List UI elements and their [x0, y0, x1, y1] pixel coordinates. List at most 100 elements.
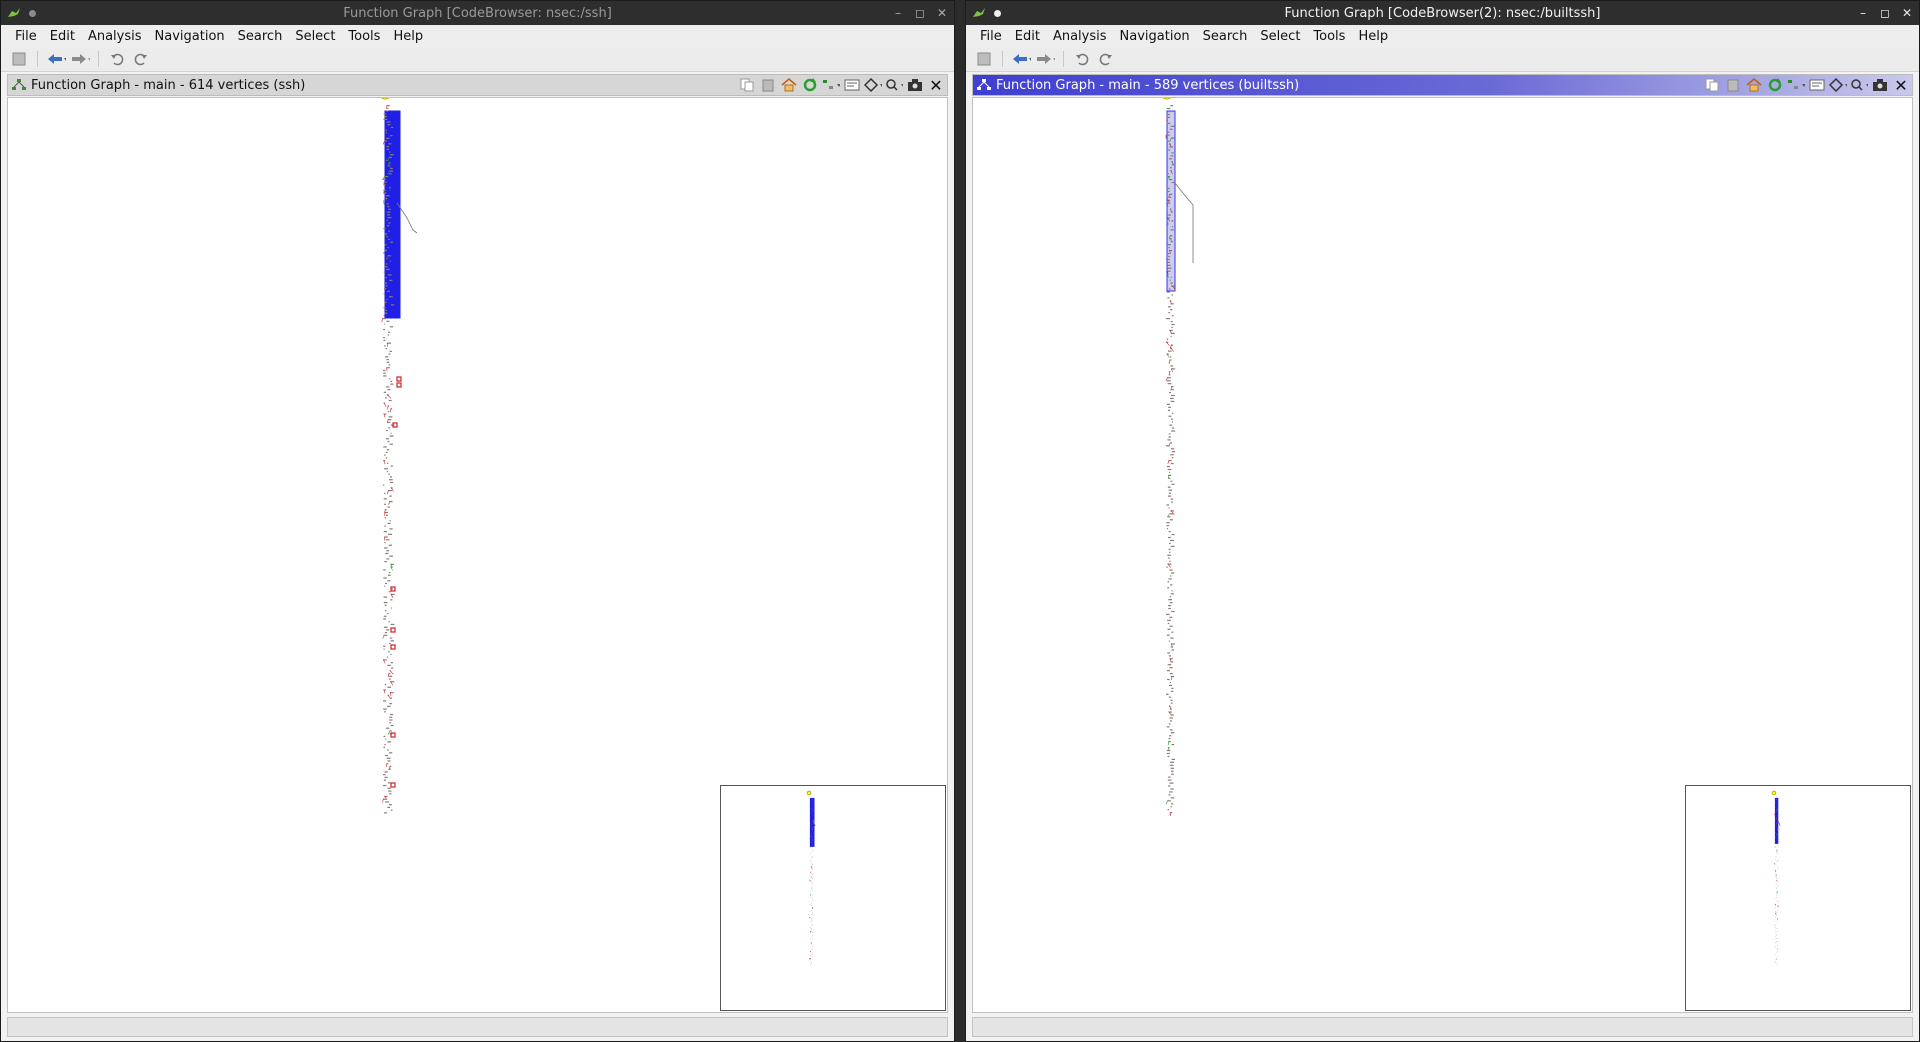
forward-arrow-icon[interactable]: [70, 50, 90, 68]
layout-icon[interactable]: [1787, 76, 1805, 94]
back-arrow-icon[interactable]: [46, 50, 66, 68]
graph-vertex: [388, 230, 390, 232]
graph-vertex: [1170, 545, 1175, 547]
menu-edit[interactable]: Edit: [49, 28, 75, 44]
graph-vertex: [386, 298, 388, 301]
navigate-icon[interactable]: [864, 76, 882, 94]
graph-vertex: [383, 774, 386, 776]
graph-vertex: [386, 470, 389, 473]
satellite-graph[interactable]: [721, 786, 945, 1010]
graph-vertex: [1166, 119, 1168, 121]
block-format-icon[interactable]: [1808, 76, 1826, 94]
graph-vertex: [1169, 625, 1173, 627]
graph-vertex: [384, 181, 387, 183]
function-graph-canvas[interactable]: [7, 97, 948, 1013]
menu-search[interactable]: Search: [1202, 28, 1248, 44]
dragon-icon[interactable]: [972, 7, 986, 19]
menu-navigation[interactable]: Navigation: [1119, 28, 1190, 44]
menu-tools[interactable]: Tools: [348, 28, 381, 44]
graph-vertex: [388, 651, 390, 653]
close-icon[interactable]: ✕: [936, 6, 948, 20]
satellite-view[interactable]: [1685, 785, 1911, 1011]
paste-icon[interactable]: [759, 76, 777, 94]
graph-vertex: [1171, 687, 1174, 689]
graph-view[interactable]: [8, 98, 948, 1013]
menu-edit[interactable]: Edit: [1014, 28, 1040, 44]
graph-vertex: [1168, 433, 1171, 435]
graph-vertex: [387, 462, 389, 464]
menu-select[interactable]: Select: [295, 28, 336, 44]
graph-vertex: [1168, 696, 1171, 698]
minimize-icon[interactable]: –: [895, 6, 901, 20]
save-icon[interactable]: [9, 50, 29, 68]
sticky-dot-icon[interactable]: [29, 9, 36, 17]
graph-vertex: [385, 539, 390, 541]
snapshot-icon[interactable]: [1871, 76, 1889, 94]
snapshot-icon[interactable]: [906, 76, 924, 94]
menu-navigation[interactable]: Navigation: [154, 28, 225, 44]
close-icon[interactable]: ✕: [1901, 6, 1913, 20]
redo-icon[interactable]: [1096, 50, 1116, 68]
graph-vertex: [386, 629, 390, 631]
close-icon[interactable]: ✕: [1894, 75, 1908, 95]
graph-vertex: [389, 481, 394, 484]
zoom-icon[interactable]: [1850, 76, 1868, 94]
sticky-dot-icon[interactable]: [994, 9, 1001, 17]
graph-edge: [389, 670, 394, 675]
satellite-view[interactable]: [720, 785, 946, 1011]
paste-icon[interactable]: [1724, 76, 1742, 94]
title-bar[interactable]: Function Graph [CodeBrowser(2): nsec:/bu…: [966, 1, 1919, 25]
redo-icon[interactable]: [131, 50, 151, 68]
graph-vertex: [1170, 661, 1174, 663]
home-icon[interactable]: [1745, 76, 1763, 94]
menu-select[interactable]: Select: [1260, 28, 1301, 44]
title-bar[interactable]: Function Graph [CodeBrowser: nsec:/ssh] …: [1, 1, 954, 25]
menu-search[interactable]: Search: [237, 28, 283, 44]
minimize-icon[interactable]: –: [1860, 6, 1866, 20]
entry-vertex: [1771, 790, 1777, 796]
menu-analysis[interactable]: Analysis: [1052, 28, 1107, 44]
graph-view[interactable]: [973, 98, 1913, 1013]
graph-vertex: [390, 809, 393, 811]
graph-vertex: [1166, 184, 1168, 187]
navigate-icon[interactable]: [1829, 76, 1847, 94]
maximize-icon[interactable]: ◻: [1880, 6, 1890, 20]
graph-vertex: [384, 266, 388, 268]
menu-help[interactable]: Help: [1358, 28, 1389, 44]
graph-vertex: [1169, 782, 1174, 784]
home-icon[interactable]: [780, 76, 798, 94]
copy-icon[interactable]: [1703, 76, 1721, 94]
layout-icon[interactable]: [822, 76, 840, 94]
save-icon[interactable]: [974, 50, 994, 68]
menu-file[interactable]: File: [15, 28, 37, 44]
graph-vertex: [1169, 812, 1173, 814]
refresh-icon[interactable]: [801, 76, 819, 94]
satellite-graph[interactable]: [1686, 786, 1910, 1010]
forward-arrow-icon[interactable]: [1035, 50, 1055, 68]
maximize-icon[interactable]: ◻: [915, 6, 925, 20]
menu-tools[interactable]: Tools: [1313, 28, 1346, 44]
undo-icon[interactable]: [107, 50, 127, 68]
graph-vertex: [1168, 738, 1171, 740]
graph-vertex: [1168, 557, 1170, 559]
close-icon[interactable]: ✕: [929, 75, 943, 95]
graph-vertex: [389, 520, 391, 522]
dragon-icon[interactable]: [7, 7, 21, 19]
menu-help[interactable]: Help: [393, 28, 424, 44]
graph-vertex: [386, 214, 391, 216]
copy-icon[interactable]: [738, 76, 756, 94]
zoom-icon[interactable]: [885, 76, 903, 94]
graph-edge: [1170, 169, 1173, 175]
undo-icon[interactable]: [1072, 50, 1092, 68]
refresh-icon[interactable]: [1766, 76, 1784, 94]
menu-analysis[interactable]: Analysis: [87, 28, 142, 44]
block-format-icon[interactable]: [843, 76, 861, 94]
function-graph-canvas[interactable]: [972, 97, 1913, 1013]
back-arrow-icon[interactable]: [1011, 50, 1031, 68]
graph-vertex: [383, 391, 387, 393]
graph-vertex: [389, 378, 391, 380]
menu-file[interactable]: File: [980, 28, 1002, 44]
graph-vertex: [1169, 735, 1172, 737]
graph-vertex: [385, 552, 389, 555]
graph-vertex: [387, 749, 389, 751]
